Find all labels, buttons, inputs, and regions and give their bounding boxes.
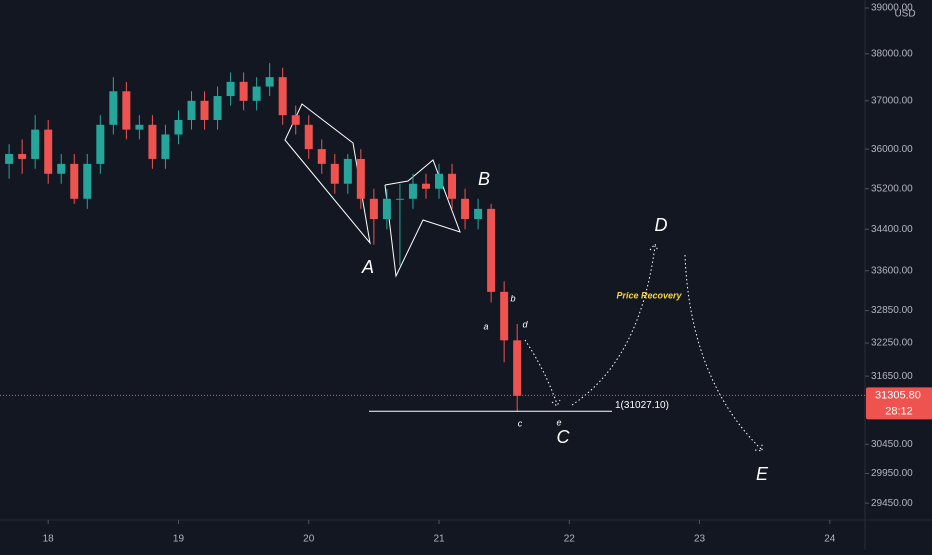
candle-body	[161, 134, 170, 159]
projection-arc	[684, 254, 763, 451]
candle-body	[109, 91, 118, 125]
x-tick-label: 23	[694, 534, 706, 545]
candle-body	[395, 198, 404, 200]
candle-body	[435, 173, 444, 189]
candle-body	[265, 77, 274, 87]
annotation: a	[483, 321, 488, 331]
candle-body	[500, 291, 509, 341]
y-tick-label: 31650.00	[871, 371, 913, 382]
candle-body	[421, 183, 430, 189]
annotation: B	[478, 169, 490, 189]
annotation: e	[556, 417, 561, 427]
spacer	[878, 0, 918, 2]
candle-body	[278, 77, 287, 116]
candle-body	[513, 340, 522, 396]
wedge-pattern	[284, 103, 371, 245]
candle-body	[135, 124, 144, 130]
candle-body	[31, 129, 40, 159]
candle-body	[448, 173, 457, 199]
candle-body	[487, 208, 496, 292]
candle-body	[408, 183, 417, 199]
annotation: c	[518, 418, 523, 428]
triangle-pattern	[384, 159, 461, 278]
candle-body	[343, 158, 352, 184]
y-tick-label: 32850.00	[871, 305, 913, 316]
y-tick-label: 30450.00	[871, 439, 913, 450]
candle-body	[356, 158, 365, 199]
candle-body	[369, 198, 378, 220]
x-tick-label: 18	[43, 534, 55, 545]
projection-arc	[571, 245, 656, 406]
level-label: 1(31027.10)	[615, 400, 669, 411]
countdown-label: 28:12	[885, 405, 913, 417]
candle-body	[187, 100, 196, 120]
y-tick-label: 38000.00	[871, 48, 913, 59]
annotation: b	[510, 293, 515, 303]
projection-arc	[524, 339, 558, 405]
annotation: E	[756, 464, 769, 484]
candle-body	[148, 124, 157, 159]
candle-body	[291, 115, 300, 125]
candle-body	[382, 198, 391, 220]
candle-body	[18, 154, 27, 159]
x-tick-label: 20	[303, 534, 315, 545]
last-price-box	[866, 387, 932, 420]
y-tick-label: 32250.00	[871, 338, 913, 349]
candle-body	[330, 163, 339, 184]
candle-body	[57, 163, 66, 174]
y-tick-label: 35200.00	[871, 183, 913, 194]
candle-body	[213, 96, 222, 120]
x-tick-label: 22	[564, 534, 576, 545]
candle-body	[122, 91, 131, 130]
candle-body	[474, 208, 483, 220]
currency-label: USD	[894, 9, 915, 20]
projection-paths	[524, 243, 763, 452]
annotation: d	[522, 319, 528, 329]
candle-body	[5, 154, 14, 164]
annotation: A	[361, 257, 374, 277]
y-tick-label: 37000.00	[871, 95, 913, 106]
annotation: C	[557, 427, 571, 447]
pattern-drawings	[284, 103, 461, 278]
y-tick-label: 34400.00	[871, 224, 913, 235]
y-tick-label: 36000.00	[871, 144, 913, 155]
y-tick-label: 33600.00	[871, 265, 913, 276]
y-tick-label: 39000.00	[871, 3, 913, 14]
candle-body	[200, 100, 209, 120]
candle-body	[304, 124, 313, 150]
x-tick-label: 24	[824, 534, 836, 545]
annotation: D	[655, 215, 668, 235]
candle-body	[252, 86, 261, 101]
x-tick-label: 21	[433, 534, 445, 545]
spacer	[892, 201, 918, 217]
candle-body	[70, 163, 79, 199]
last-price-label: 31305.80	[875, 389, 921, 401]
candle-body	[239, 81, 248, 101]
candle-body	[44, 129, 53, 174]
x-tick-label: 19	[173, 534, 185, 545]
y-tick-label: 29950.00	[871, 468, 913, 479]
candle-body	[461, 198, 470, 220]
candle-body	[83, 163, 92, 199]
candle-body	[96, 124, 105, 164]
candle-body	[174, 119, 183, 135]
y-tick-label: 29450.00	[871, 498, 913, 509]
candle-body	[226, 81, 235, 97]
annotation: Price Recovery	[616, 290, 682, 300]
candle-body	[317, 149, 326, 164]
arrow-heads	[551, 243, 763, 452]
